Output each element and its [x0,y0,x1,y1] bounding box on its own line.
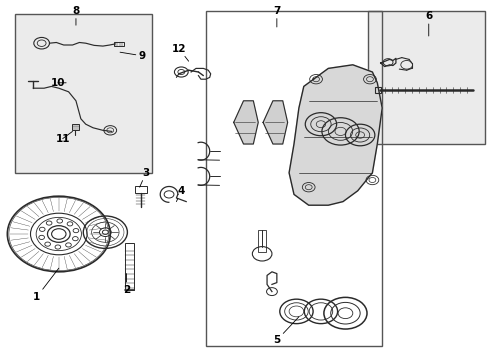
Bar [15,14,152,173]
Text: 5: 5 [273,317,299,345]
Polygon shape [289,65,382,205]
Bar [114,42,124,46]
Bar [258,230,266,252]
Text: 1: 1 [33,268,59,302]
Bar [206,11,382,346]
Text: 11: 11 [55,131,73,144]
Text: 6: 6 [425,11,432,36]
Text: 2: 2 [123,274,130,295]
Bar [125,243,134,290]
Bar [72,124,79,130]
Text: 4: 4 [176,186,185,202]
Text: 9: 9 [120,51,146,61]
Polygon shape [263,101,288,144]
Text: 10: 10 [50,78,66,88]
Bar [135,186,147,193]
Text: 3: 3 [140,168,149,187]
Text: 7: 7 [273,6,281,27]
Polygon shape [234,101,258,144]
Bar [375,87,381,93]
Text: 12: 12 [172,44,189,61]
Bar [368,11,485,144]
Text: 8: 8 [73,6,79,25]
